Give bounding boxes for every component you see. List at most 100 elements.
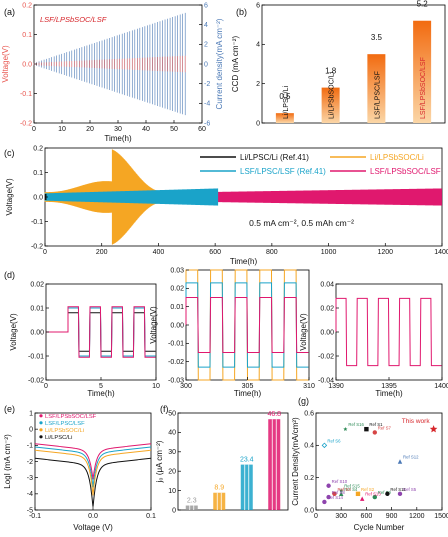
panel-a-y2-tick-label: 0 (204, 61, 208, 68)
panel-d-x-tick-label: 1400 (434, 383, 448, 390)
j0-value-label: 46.8 (267, 411, 281, 418)
panel-d-series (46, 312, 156, 352)
panel-d-y-tick-label: -0.02 (168, 359, 184, 366)
panel-a-y-tick-label: -0.1 (20, 91, 32, 98)
panel-a-y2-tick-label: -4 (204, 101, 210, 108)
panel-c-x-tick-label: 200 (96, 249, 108, 256)
panel-d-y-tick-label: 0.00 (320, 329, 334, 336)
panel-g-y-tick-label: 0.0 (304, 507, 314, 514)
panel-d-x-axis-label: Time(h) (87, 389, 115, 398)
scatter-point (332, 491, 337, 497)
panel-a-x-tick-label: 30 (114, 126, 122, 133)
j0-value-label: 8.9 (214, 485, 224, 492)
panel-d-series (335, 297, 442, 367)
panel-d-series (46, 306, 156, 358)
panel-d-series (185, 297, 309, 353)
panel-e-x-tick-label: 0.0 (88, 513, 98, 520)
panel-c-legend-entry: LSF/LPSC/LSF (Ref.41) (240, 167, 326, 176)
scatter-point-label: Ref S6 (327, 438, 341, 443)
scatter-point-label: Ref S12 (403, 455, 419, 460)
scatter-point (385, 491, 390, 497)
legend-marker (39, 414, 43, 418)
panel-b-y-axis-label: CCD (mA cm⁻²) (231, 36, 240, 93)
panel-a-y-tick-label: 0.1 (22, 32, 32, 39)
scatter-point (326, 483, 331, 488)
panel-a-y2-tick-label: -6 (204, 120, 210, 127)
scatter-point-label: Ref S16 (348, 422, 364, 427)
panel-a-y-axis-label: Voltage(V) (1, 45, 10, 83)
panel-d-y-tick-label: 0.01 (170, 304, 184, 311)
ccd-value-label: 5.2 (417, 0, 429, 9)
panel-d-x-tick-label: 1395 (381, 383, 397, 390)
ccd-category-label: Li/LPSC/Li (283, 85, 290, 119)
panel-a-y2-tick-label: 6 (204, 2, 208, 9)
panel-d-y-tick-label: 0.00 (170, 322, 184, 329)
panel-c-y-tick-label: 0.1 (33, 170, 43, 177)
panel-a-y-tick-label: 0.0 (22, 61, 32, 68)
panel-c-x-axis-label: Time(h) (230, 257, 258, 266)
panel-letter: (d) (4, 270, 15, 280)
scatter-point-label: Ref S11 (390, 487, 406, 492)
ccd-bar (413, 20, 432, 123)
panel-g-x-tick-label: 1200 (409, 513, 425, 520)
panel-a-x-tick-label: 60 (198, 126, 206, 133)
panel-e-series (34, 443, 152, 480)
panel-d-y-tick-label: -0.03 (168, 377, 184, 384)
j0-value-label: 23.4 (240, 457, 254, 464)
panel-b-y-tick-label: 2 (256, 81, 260, 88)
panel-c-x-tick-label: 1000 (321, 249, 337, 256)
j0-bar (213, 492, 226, 510)
scatter-point-label: Ref S5 (403, 487, 417, 492)
panel-c-legend-entry: LSF/LPSbSOC/LSF (370, 167, 441, 176)
panel-d-y-tick-label: 0.02 (170, 286, 184, 293)
panel-d-y-tick-label: -0.02 (318, 353, 334, 360)
panel-c-annotation: 0.5 mA cm⁻², 0.5 mAh cm⁻² (249, 218, 354, 228)
panel-a-y2-tick-label: 4 (204, 22, 208, 29)
panel-d-y-axis-label: Voltage(V) (149, 306, 158, 344)
panel-d-x-axis-label: Time(h) (234, 389, 262, 398)
panel-e-y-axis-label: LogI (mA cm⁻²) (3, 434, 12, 489)
panel-letter: (a) (4, 7, 15, 17)
panel-d-x-tick-label: 300 (180, 383, 192, 390)
panel-c-x-tick-label: 1200 (377, 249, 393, 256)
panel-a-x-tick-label: 20 (86, 126, 94, 133)
panel-a-x-tick-label: 10 (58, 126, 66, 133)
scatter-point (343, 426, 348, 431)
panel-d-x-tick-label: 5 (99, 383, 103, 390)
scatter-point-label: Ref S13 (365, 492, 381, 497)
panel-e-x-tick-label: -0.1 (29, 513, 41, 520)
panel-c-legend-entry: Li/LPSC/Li (Ref.41) (240, 153, 309, 162)
scatter-point (355, 491, 361, 497)
panel-f-frame (177, 412, 289, 511)
panel-g-x-tick-label: 0 (314, 513, 318, 520)
panel-f-y-tick-label: 20 (168, 469, 176, 476)
scatter-point-label: Ref S1 (369, 422, 383, 427)
j0-bar (268, 419, 281, 510)
panel-g-x-tick-label: 300 (335, 513, 347, 520)
panel-a-y-tick-label: 0.2 (22, 2, 32, 9)
ccd-bar (275, 113, 294, 123)
j0-value-label: 2.3 (187, 498, 197, 505)
panel-c-legend-entry: Li/LPSbSOC/Li (370, 153, 424, 162)
panel-d-y-axis-label: Voltage(V) (299, 313, 308, 351)
scatter-point (360, 496, 365, 501)
j0-bar (185, 505, 198, 510)
panel-letter: (c) (4, 148, 15, 158)
panel-f-y-tick-label: 0 (172, 507, 176, 514)
scatter-point (397, 459, 403, 464)
panel-d-y-tick-label: 0.01 (30, 305, 44, 312)
panel-g-y-axis-label: Current Density(mA/cm²) (291, 417, 300, 506)
scatter-point (339, 488, 344, 493)
scatter-point (326, 494, 331, 500)
scatter-point (364, 426, 369, 432)
scatter-point (339, 491, 344, 497)
panel-d-y-tick-label: -0.01 (28, 353, 44, 360)
panel-letter: (e) (4, 404, 15, 414)
panel-e-series (34, 446, 152, 488)
panel-g-x-tick-label: 900 (386, 513, 398, 520)
legend-marker (39, 428, 43, 432)
scatter-point-label: Ref S8 (332, 490, 346, 495)
panel-d-x-axis-label: Time(h) (375, 389, 403, 398)
panel-c-x-tick-label: 0 (43, 249, 47, 256)
panel-c-x-tick-label: 400 (153, 249, 165, 256)
